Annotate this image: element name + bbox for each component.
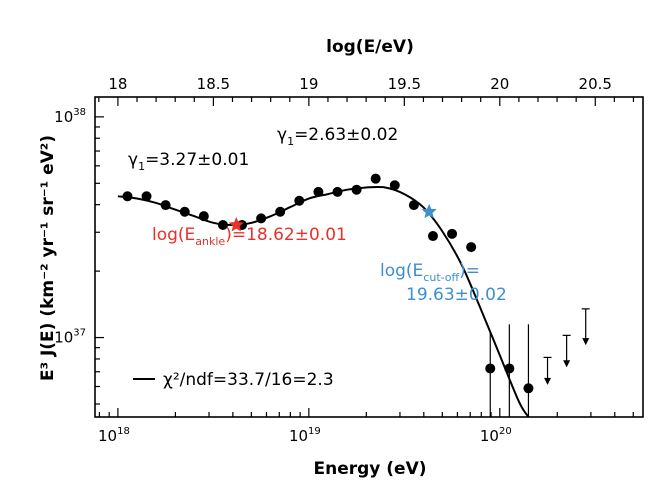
top-tick-label: 19.5 bbox=[388, 75, 421, 93]
data-point bbox=[141, 191, 152, 202]
data-point bbox=[275, 206, 286, 217]
ankle-annotation: log(Eankle)=18.62±0.01 bbox=[152, 225, 347, 248]
data-point bbox=[427, 231, 438, 242]
top-tick-label: 19 bbox=[299, 75, 318, 93]
top-axis-title: log(E/eV) bbox=[326, 37, 414, 57]
data-point bbox=[198, 211, 209, 222]
data-point bbox=[389, 180, 400, 191]
data-point bbox=[447, 228, 458, 239]
data-point bbox=[122, 191, 133, 202]
top-tick-label: 18 bbox=[108, 75, 127, 93]
x-tick-label: 1020 bbox=[480, 426, 512, 445]
data-point bbox=[294, 195, 305, 206]
data-point bbox=[370, 173, 381, 184]
ticks-layer: 1018 1019 1020 1037 1038 18 18.5 19 19.5 20 20.5 bbox=[54, 75, 635, 445]
data-point bbox=[179, 206, 190, 217]
x-tick-label: 1018 bbox=[98, 426, 130, 445]
upper-limit-arrowhead bbox=[582, 338, 590, 346]
data-point bbox=[485, 363, 496, 374]
top-tick-label: 20 bbox=[490, 75, 509, 93]
x-tick-label: 1019 bbox=[289, 426, 321, 445]
data-point bbox=[332, 186, 343, 197]
data-point bbox=[256, 213, 267, 224]
data-point bbox=[466, 242, 477, 253]
upper-limit-arrowhead bbox=[563, 360, 571, 368]
data-point bbox=[408, 200, 419, 211]
data-point bbox=[217, 220, 228, 230]
gamma1-annotation: γ1=3.27±0.01 bbox=[128, 150, 249, 173]
y-axis-title: E³ J(E) (km⁻² yr⁻¹ sr⁻¹ eV²) bbox=[38, 135, 58, 381]
cutoff-annotation-line1: log(Ecut-off)= bbox=[380, 261, 480, 284]
ankle-star-marker bbox=[228, 217, 244, 232]
top-tick-label: 18.5 bbox=[197, 75, 230, 93]
data-point bbox=[313, 186, 324, 197]
upper-limit-arrowhead bbox=[544, 377, 552, 385]
data-point bbox=[351, 184, 362, 195]
gamma2-annotation: γ1=2.63±0.02 bbox=[277, 125, 398, 148]
cutoff-annotation-line2: 19.63±0.02 bbox=[406, 285, 507, 305]
data-point bbox=[504, 363, 515, 374]
cutoff-star-marker bbox=[421, 203, 437, 219]
data-points-layer bbox=[122, 173, 590, 417]
y-tick-label: 1037 bbox=[54, 328, 86, 347]
data-point bbox=[160, 200, 171, 211]
y-tick-label: 1038 bbox=[54, 107, 86, 126]
legend-label: χ²/ndf=33.7/16=2.3 bbox=[163, 370, 334, 390]
x-axis-title: Energy (eV) bbox=[313, 459, 426, 479]
data-point bbox=[523, 383, 534, 394]
top-tick-label: 20.5 bbox=[579, 75, 612, 93]
plot-frame bbox=[94, 96, 644, 418]
